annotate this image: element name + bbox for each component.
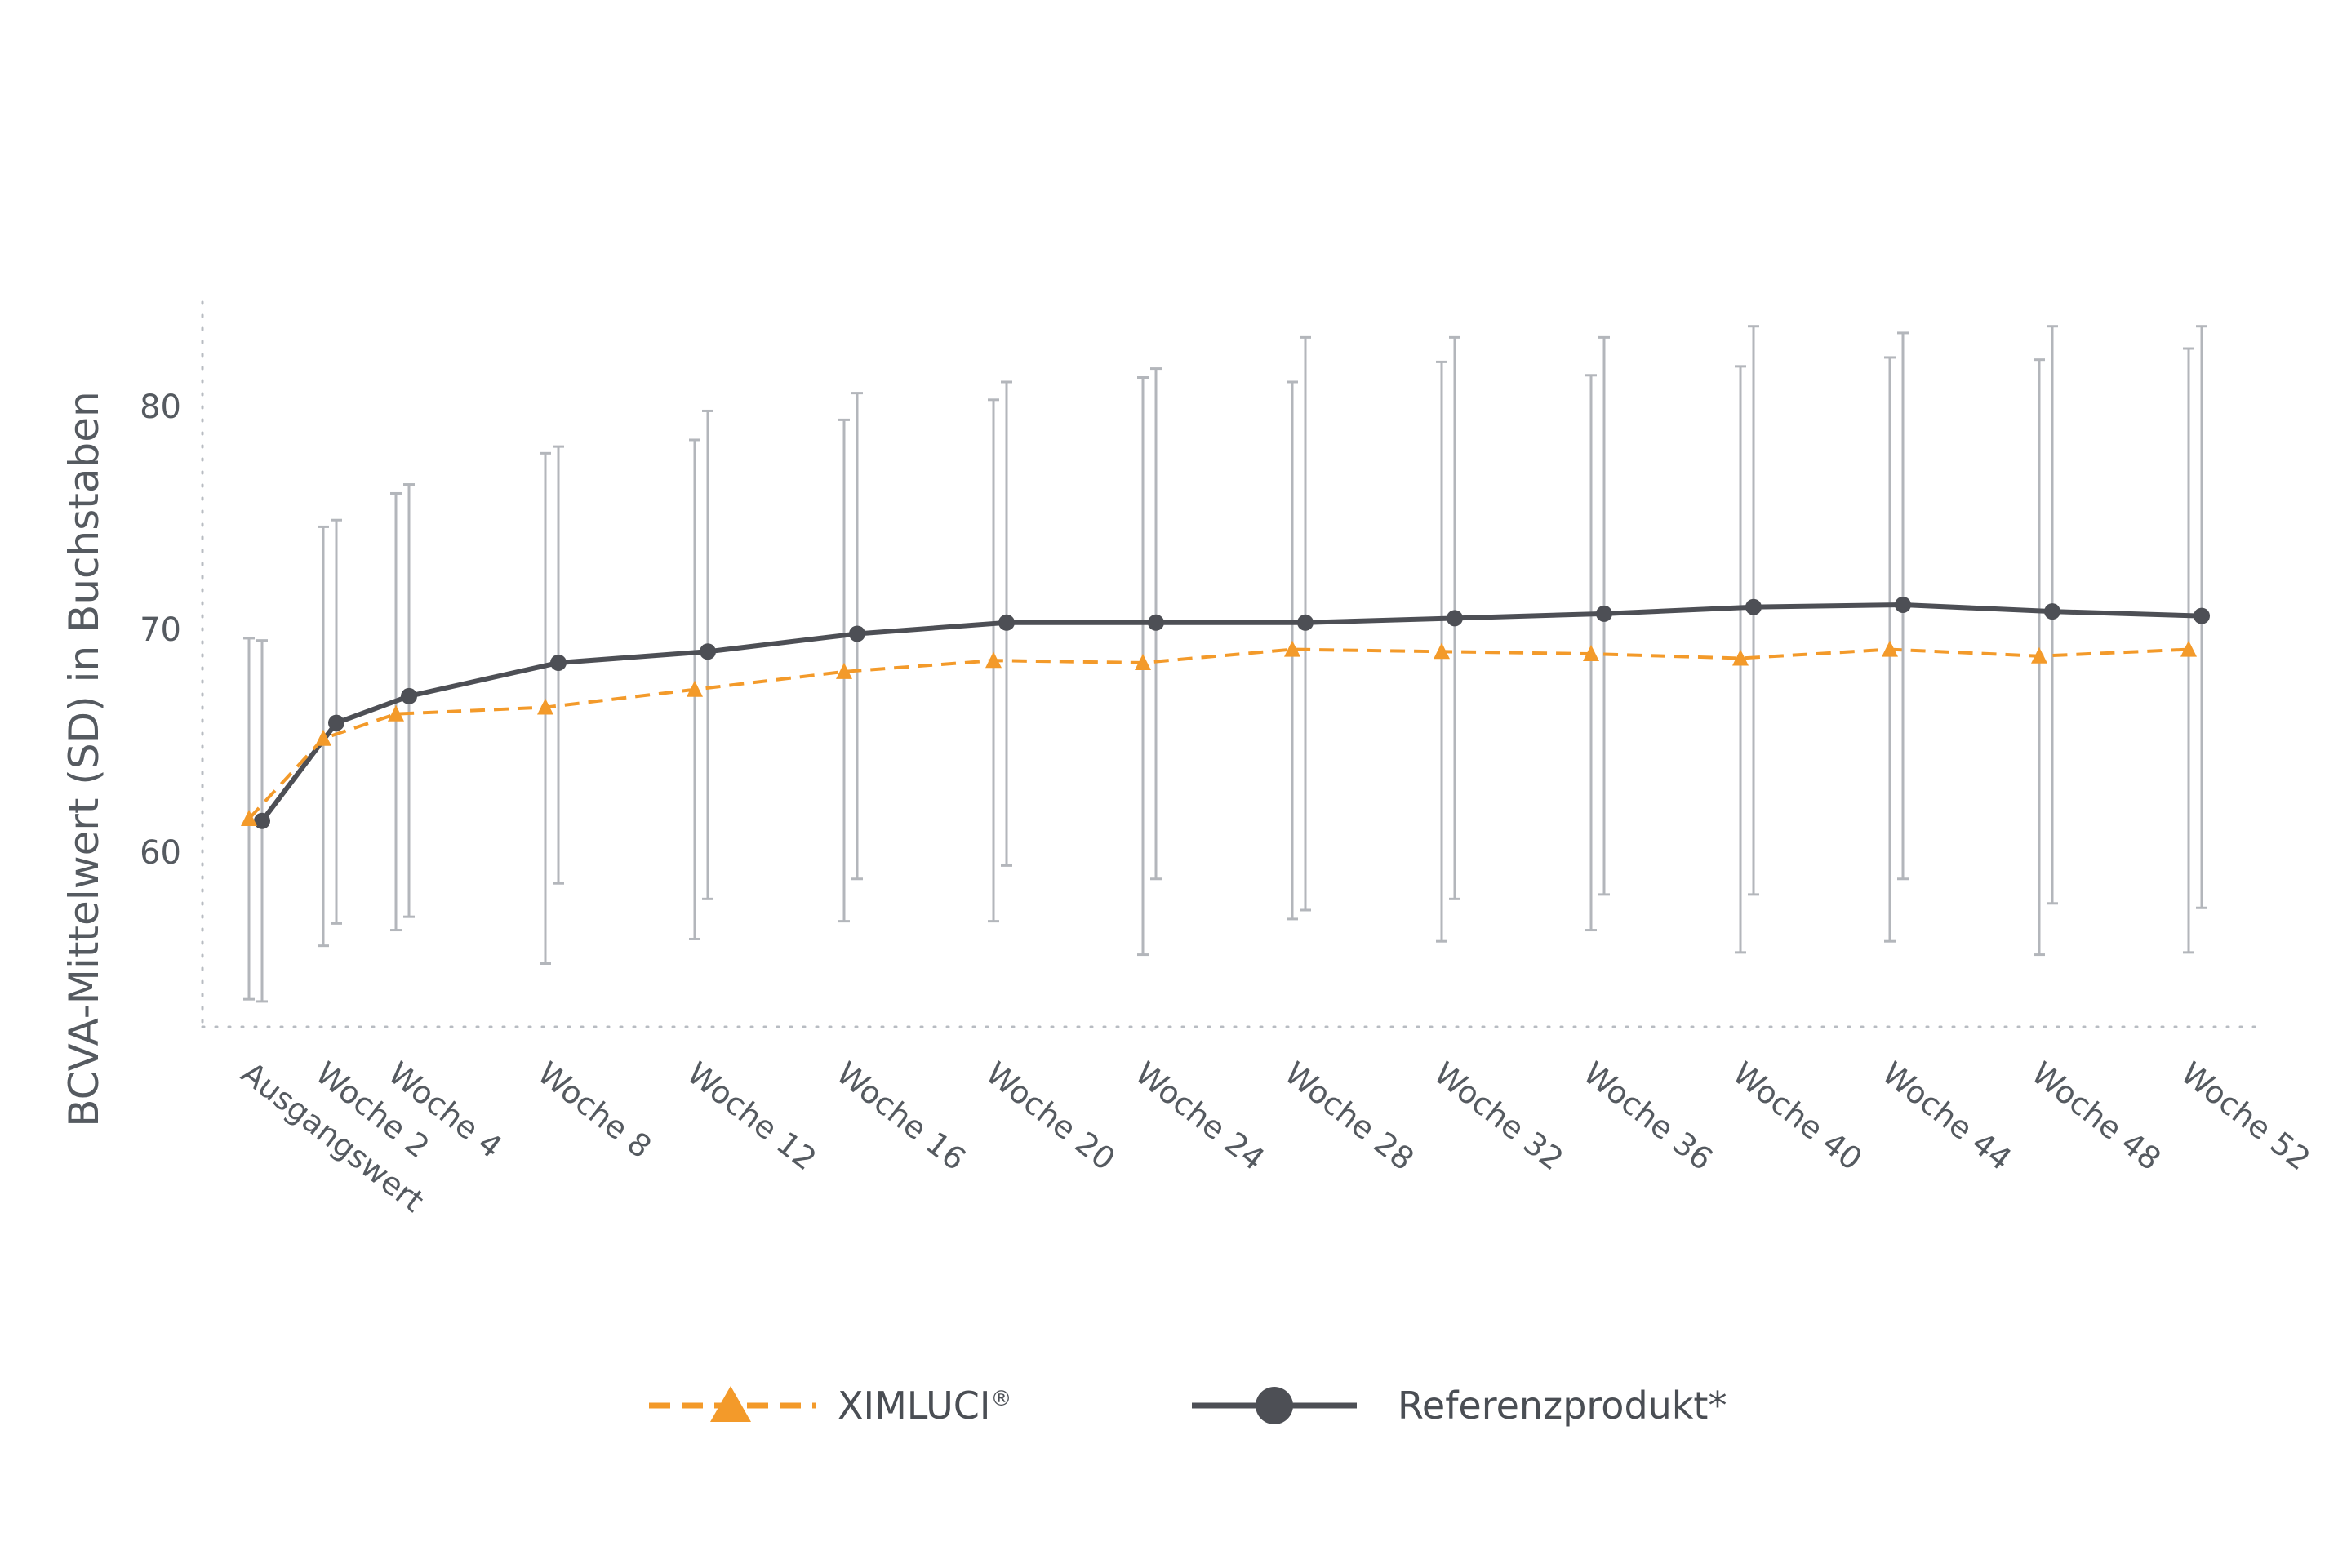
point-referenz-3 [550,654,567,671]
x-tick-label-13: Woche 48 [2025,1055,2167,1177]
point-referenz-14 [2194,607,2210,624]
point-referenz-9 [1447,610,1463,627]
y-tick-label-70: 70 [140,611,181,649]
legend-item-referenzprodukt: Referenzprodukt* [1192,1384,1727,1428]
legend-referenzprodukt-label: Referenzprodukt* [1398,1384,1727,1428]
y-tick-label-80: 80 [140,389,181,426]
x-tick-label-7: Woche 24 [1128,1055,1271,1177]
point-ximluci-7 [1135,653,1151,670]
x-tick-label-3: Woche 8 [531,1055,658,1165]
x-tick-label-5: Woche 16 [829,1055,972,1177]
point-referenz-2 [401,687,417,704]
point-ximluci-0 [241,810,257,827]
legend-item-ximluci: XIMLUCI® [649,1384,1011,1428]
point-referenz-10 [1596,605,1612,622]
x-tick-label-9: Woche 32 [1427,1055,1570,1177]
x-tick-label-11: Woche 40 [1726,1055,1869,1177]
point-ximluci-2 [388,704,404,722]
point-ximluci-14 [2180,640,2197,657]
point-referenz-12 [1895,596,1911,613]
x-tick-label-14: Woche 52 [2174,1055,2317,1177]
legend-ximluci-registered-mark: ® [990,1387,1011,1411]
point-referenz-8 [1297,614,1314,631]
legend-referenzprodukt-circle-icon [1256,1387,1293,1424]
x-tick-label-6: Woche 20 [979,1055,1122,1177]
point-ximluci-10 [1583,645,1599,662]
point-ximluci-4 [687,680,703,697]
point-referenz-11 [1745,598,1762,615]
x-tick-label-10: Woche 36 [1576,1055,1719,1177]
x-tick-label-12: Woche 44 [1875,1055,2018,1177]
series-line-ximluci [247,647,2189,820]
point-ximluci-12 [1882,640,1898,657]
point-referenz-5 [849,625,865,642]
point-ximluci-9 [1434,642,1450,660]
point-referenz-4 [700,643,716,660]
point-referenz-13 [2044,603,2060,620]
series-line-referenz [260,602,2203,823]
point-ximluci-5 [836,662,852,679]
point-ximluci-11 [1732,649,1749,666]
x-tick-label-4: Woche 12 [680,1055,823,1177]
legend: XIMLUCI® Referenzprodukt* [649,1384,1727,1428]
y-axis-title: BCVA-Mittelwert (SD) in Buchstaben [60,391,108,1126]
legend-ximluci-label: XIMLUCI® [838,1384,1011,1428]
legend-ximluci-triangle-icon [710,1386,751,1422]
point-referenz-6 [998,614,1015,631]
point-ximluci-8 [1284,640,1300,657]
point-referenz-1 [328,714,344,731]
point-ximluci-13 [2031,646,2047,664]
error-bars [243,325,2207,1003]
y-tick-label-60: 60 [140,834,181,872]
legend-ximluci-name: XIMLUCI [838,1384,990,1428]
point-referenz-7 [1148,614,1164,631]
point-ximluci-1 [315,729,331,746]
series-markers [241,596,2210,829]
point-ximluci-6 [985,651,1002,669]
point-ximluci-3 [537,698,553,715]
y-ticks: 60 70 80 [140,389,181,872]
x-tick-label-8: Woche 28 [1278,1055,1420,1177]
point-referenz-0 [254,812,270,829]
